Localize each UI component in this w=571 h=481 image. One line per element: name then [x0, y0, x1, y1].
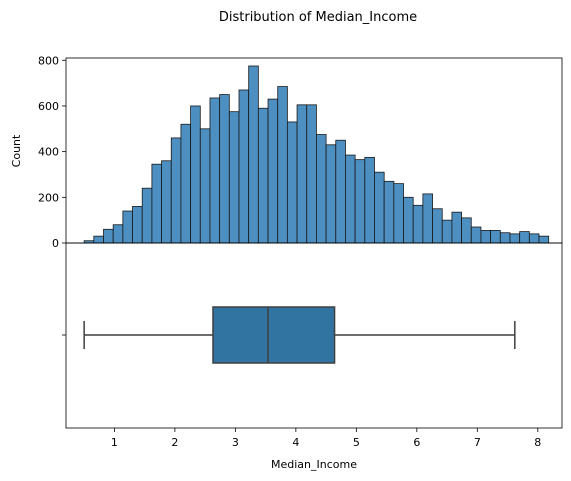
histogram-bar — [219, 94, 230, 244]
boxplot-shapes — [83, 306, 516, 364]
boxplot-x-tick-label: 1 — [111, 436, 118, 449]
histogram-bar — [296, 104, 308, 244]
boxplot-x-tick-label: 5 — [353, 436, 360, 449]
histogram-bar — [354, 159, 366, 244]
histogram-y-tick-label: 200 — [38, 191, 59, 204]
chart-title: Distribution of Median_Income — [219, 10, 417, 25]
histogram-bar — [257, 107, 269, 244]
histogram-bar — [151, 163, 162, 244]
histogram-bar — [335, 139, 346, 244]
histogram-bar — [306, 104, 317, 244]
histogram-bar — [180, 123, 192, 244]
histogram-bar — [316, 134, 327, 244]
histogram-y-axis-label: Count — [10, 134, 23, 167]
histogram-bar — [393, 183, 404, 244]
histogram-panel: 0 200 400 600 800 Count — [10, 54, 563, 250]
boxplot-x-tick-label: 7 — [474, 436, 481, 449]
histogram-bar — [509, 233, 521, 244]
histogram-bar — [199, 128, 211, 244]
histogram-y-tick-label: 0 — [52, 237, 59, 250]
histogram-y-tick-label: 600 — [38, 100, 59, 113]
histogram-bar — [267, 98, 279, 244]
histogram-bar — [528, 233, 540, 244]
histogram-bar — [209, 97, 221, 244]
histogram-bar — [383, 180, 395, 244]
histogram-bar — [238, 89, 250, 244]
histogram-bar — [538, 235, 550, 244]
boxplot-x-tick-label: 8 — [534, 436, 541, 449]
boxplot-x-axis-label: Median_Income — [271, 458, 357, 471]
histogram-y-tick-label: 400 — [38, 146, 59, 159]
histogram-y-tick-label: 800 — [38, 54, 59, 67]
histogram-bar — [499, 232, 511, 244]
histogram-bar — [470, 226, 482, 244]
histogram-bar — [441, 219, 453, 244]
boxplot-x-tick-label: 3 — [232, 436, 239, 449]
boxplot-panel: 1 2 3 4 5 6 7 8 Median_Income — [62, 242, 563, 471]
histogram-bar — [480, 230, 492, 244]
boxplot-x-axis: 1 2 3 4 5 6 7 8 — [111, 428, 541, 449]
histogram-bar — [190, 105, 201, 244]
histogram-bar — [422, 193, 433, 244]
histogram-bar — [519, 231, 530, 244]
histogram-bar — [286, 121, 298, 244]
boxplot-x-tick-label: 6 — [413, 436, 420, 449]
histogram-bar — [432, 208, 443, 244]
histogram-bar — [325, 144, 337, 244]
histogram-bar — [461, 217, 472, 244]
histogram-bar — [345, 154, 356, 244]
histogram-bar — [132, 206, 143, 244]
histogram-bar — [451, 211, 462, 244]
histogram-bar — [170, 137, 182, 244]
boxplot-box — [212, 306, 336, 364]
histogram-bar — [277, 86, 288, 244]
boxplot-x-tick-label: 4 — [292, 436, 299, 449]
histogram-bar — [228, 111, 240, 244]
histogram-bar — [103, 228, 114, 244]
histogram-bar — [122, 210, 133, 244]
histogram-bar — [248, 65, 259, 244]
histogram-bar — [364, 156, 375, 244]
histogram-y-axis: 0 200 400 600 800 — [38, 54, 66, 250]
histogram-bar — [403, 196, 414, 244]
histogram-bar — [412, 204, 424, 244]
histogram-bar — [112, 224, 124, 244]
histogram-bar — [490, 230, 501, 244]
histogram-bar — [374, 171, 385, 244]
boxplot-frame — [65, 242, 563, 429]
boxplot-x-tick-label: 2 — [171, 436, 178, 449]
histogram-bars — [83, 65, 550, 244]
histogram-bar — [161, 160, 172, 244]
histogram-bar — [93, 235, 104, 244]
histogram-bar — [141, 187, 153, 244]
